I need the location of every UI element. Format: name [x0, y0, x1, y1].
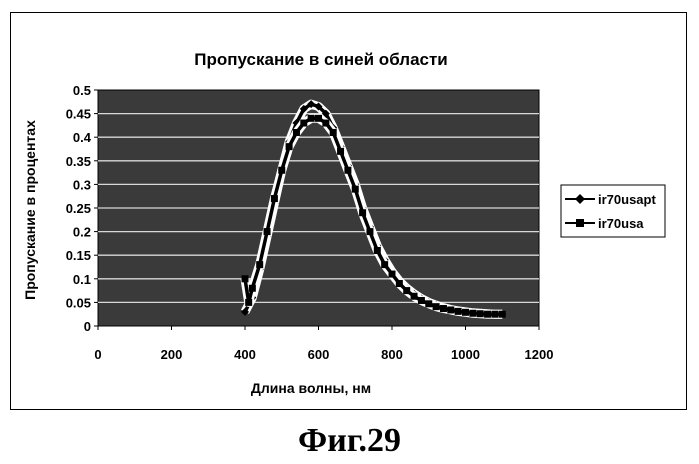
figure-caption: Фиг.29 [0, 422, 699, 460]
y-tick-label: 0.3 [73, 177, 91, 192]
data-point [300, 120, 307, 127]
y-tick-label: 0.4 [73, 130, 92, 145]
x-tick-label: 0 [94, 347, 101, 362]
legend-label-ir70usapt: ir70usapt [598, 192, 656, 207]
y-tick-label: 0.35 [66, 154, 91, 169]
x-axis-ticks: 0 200 400 600 800 1000 1200 [94, 326, 553, 362]
data-point [249, 285, 256, 292]
data-point [322, 120, 329, 127]
data-point [374, 247, 381, 254]
data-point [352, 186, 359, 193]
y-tick-label: 0.1 [73, 272, 91, 287]
chart-title: Пропускание в синей области [194, 50, 448, 69]
x-tick-label: 600 [308, 347, 330, 362]
square-marker-icon [576, 219, 584, 227]
data-point [491, 311, 498, 318]
data-point [286, 143, 293, 150]
data-point [462, 309, 469, 316]
y-tick-label: 0.2 [73, 225, 91, 240]
data-point [440, 305, 447, 312]
data-point [418, 297, 425, 304]
data-point [389, 271, 396, 278]
data-point [264, 228, 271, 235]
y-axis-label: Пропускание в процентах [22, 120, 38, 300]
y-tick-label: 0.15 [66, 248, 91, 263]
data-point [425, 300, 432, 307]
data-point [330, 129, 337, 136]
data-point [242, 275, 249, 282]
legend-label-ir70usa: ir70usa [598, 216, 644, 231]
y-tick-label: 0.05 [66, 295, 91, 310]
data-point [278, 167, 285, 174]
x-tick-label: 800 [381, 347, 403, 362]
data-point [433, 303, 440, 310]
data-point [403, 287, 410, 294]
x-tick-label: 1000 [451, 347, 480, 362]
data-point [344, 167, 351, 174]
data-point [396, 280, 403, 287]
data-point [484, 311, 491, 318]
data-point [359, 209, 366, 216]
data-point [447, 306, 454, 313]
legend: ir70usapt ir70usa [561, 185, 665, 237]
chart-figure: Пропускание в синей области 0 0.05 0.1 0.15… [10, 12, 687, 410]
data-point [293, 129, 300, 136]
data-point [308, 115, 315, 122]
chart-svg: Пропускание в синей области 0 0.05 0.1 0.15… [11, 13, 688, 411]
data-point [366, 228, 373, 235]
x-axis-label: Длина волны, нм [251, 380, 371, 396]
data-point [315, 115, 322, 122]
data-point [271, 195, 278, 202]
data-point [256, 261, 263, 268]
y-tick-label: 0.45 [66, 107, 91, 122]
x-tick-label: 1200 [525, 347, 554, 362]
y-axis-ticks: 0 0.05 0.1 0.15 0.2 0.25 0.3 0.35 0.4 0.45 0.5 [66, 83, 98, 334]
data-point [455, 308, 462, 315]
y-tick-label: 0.5 [73, 83, 91, 98]
data-point [337, 148, 344, 155]
x-tick-label: 200 [161, 347, 183, 362]
data-point [245, 299, 252, 306]
data-point [469, 310, 476, 317]
y-tick-label: 0.25 [66, 201, 91, 216]
y-tick-label: 0 [84, 319, 91, 334]
data-point [411, 293, 418, 300]
data-point [477, 310, 484, 317]
x-tick-label: 400 [234, 347, 256, 362]
data-point [381, 261, 388, 268]
data-point [499, 311, 506, 318]
